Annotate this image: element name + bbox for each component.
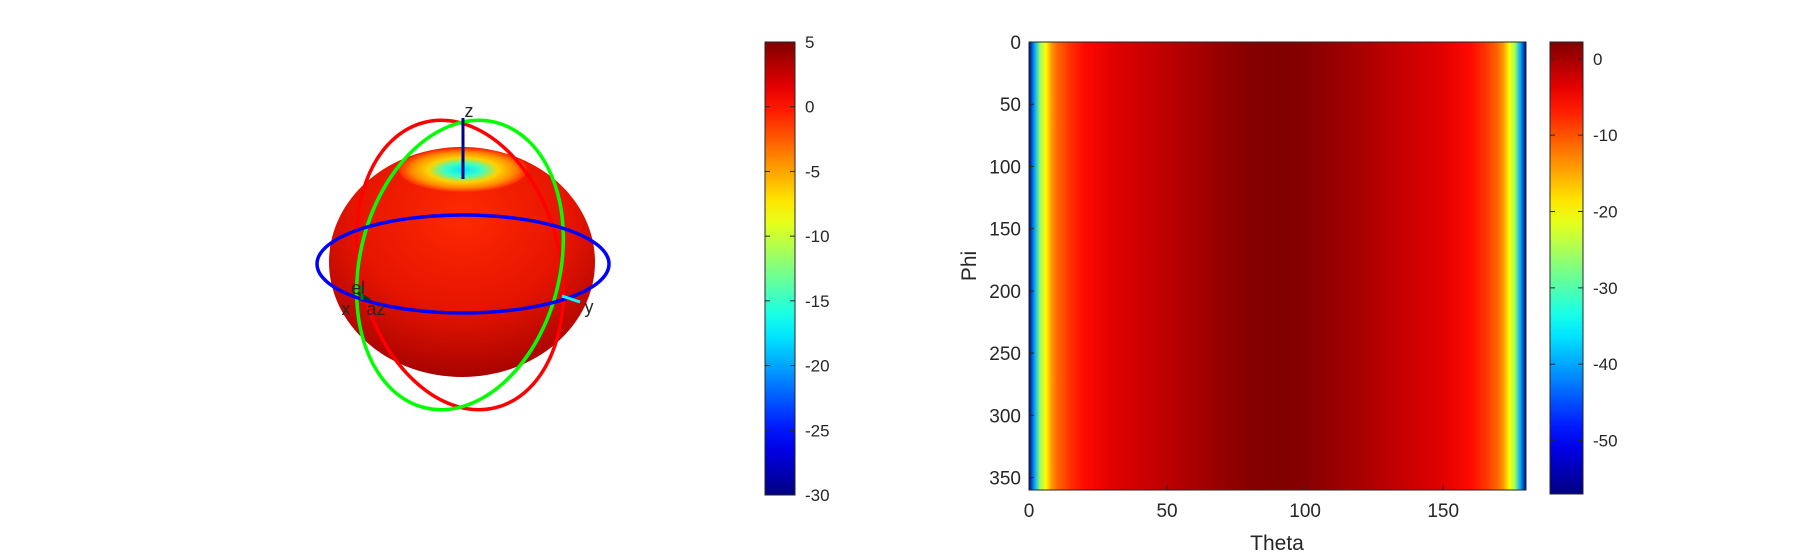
y-axis-label: y bbox=[585, 297, 594, 317]
heatmap-y-tick-label: 350 bbox=[989, 469, 1021, 490]
heatmap-x-tick-label: 50 bbox=[1156, 501, 1177, 522]
colorbar-left-ticks: 5 0 -5 -10 -15 -20 -25 -30 bbox=[765, 33, 830, 505]
elevation-ring-green bbox=[354, 118, 566, 412]
colorbar-right: 0 -10 -20 -30 -40 -50 bbox=[1549, 41, 1618, 495]
heatmap-y-label: Phi bbox=[958, 251, 981, 281]
colorbar-left-tick-label: -30 bbox=[805, 486, 830, 505]
colorbar-right-ticks: 0 -10 -20 -30 -40 -50 bbox=[1550, 50, 1618, 451]
el-axis-label: el bbox=[351, 278, 365, 298]
colorbar-right-tick-label: -20 bbox=[1593, 203, 1618, 222]
heatmap-plot-area bbox=[1029, 42, 1526, 490]
heatmap-y-tick-label: 50 bbox=[1000, 95, 1021, 116]
heatmap-y-tick-label: 250 bbox=[989, 344, 1021, 365]
heatmap-x-tick-label: 0 bbox=[1024, 501, 1035, 522]
colorbar-left-strip bbox=[764, 41, 796, 496]
colorbar-right-strip bbox=[1549, 41, 1584, 495]
az-axis-label: az bbox=[366, 299, 385, 319]
colorbar-left-tick-label: -5 bbox=[805, 162, 820, 181]
z-axis-label: z bbox=[465, 101, 474, 121]
colorbar-left-tick-label: -25 bbox=[805, 421, 830, 440]
heatmap-axes-box bbox=[1028, 41, 1527, 491]
heatmap-x-ticks: 0 50 100 150 bbox=[1024, 485, 1459, 522]
pattern-body bbox=[329, 147, 595, 377]
colorbar-right-tick-label: -40 bbox=[1593, 355, 1618, 374]
colorbar-left-tick-label: -10 bbox=[805, 227, 830, 246]
colorbar-left-tick-label: 0 bbox=[805, 98, 814, 117]
colorbar-left-tick-label: 5 bbox=[805, 33, 814, 52]
az-axis-marker bbox=[357, 291, 371, 302]
colorbar-right-tick-label: -30 bbox=[1593, 279, 1618, 298]
radiation-pattern-3d: z x y az el bbox=[315, 101, 611, 412]
heatmap-x-tick-label: 100 bbox=[1289, 501, 1321, 522]
colorbar-left-tick-label: -20 bbox=[805, 357, 830, 376]
heatmap-y-tick-label: 0 bbox=[1010, 33, 1021, 54]
heatmap-y-tick-label: 150 bbox=[989, 220, 1021, 241]
y-axis-marker bbox=[561, 294, 581, 304]
heatmap-y-tick-label: 100 bbox=[989, 157, 1021, 178]
heatmap-x-tick-label: 150 bbox=[1427, 501, 1459, 522]
azimuth-ring-blue bbox=[315, 213, 611, 315]
x-axis-label: x bbox=[342, 299, 351, 319]
heatmap-panel: 0 50 100 150 0 50 100 150 200 250 300 350 Theta Ph… bbox=[958, 33, 1527, 553]
heatmap-y-tick-label: 300 bbox=[989, 406, 1021, 427]
colorbar-right-tick-label: -50 bbox=[1593, 432, 1618, 451]
heatmap-x-label: Theta bbox=[1250, 532, 1304, 553]
colorbar-left-tick-label: -15 bbox=[805, 292, 830, 311]
colorbar-right-tick-label: 0 bbox=[1593, 50, 1602, 69]
heatmap-y-ticks: 0 50 100 150 200 250 300 350 bbox=[989, 33, 1034, 490]
colorbar-right-tick-label: -10 bbox=[1593, 126, 1618, 145]
heatmap-y-tick-label: 200 bbox=[989, 282, 1021, 303]
colorbar-left: 5 0 -5 -10 -15 -20 -25 -30 bbox=[764, 33, 830, 505]
